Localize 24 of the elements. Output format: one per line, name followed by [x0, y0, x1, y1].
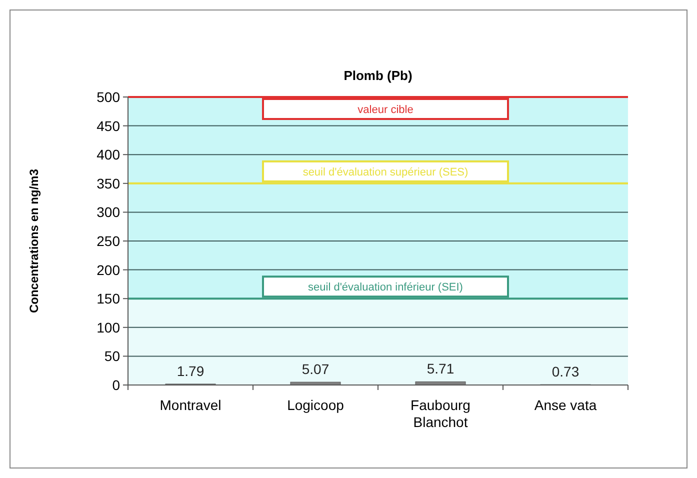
y-tick-label: 100 [96, 319, 120, 336]
x-tick-label: Montravel [160, 397, 222, 413]
y-tick-label: 300 [96, 204, 120, 220]
y-tick-label: 400 [96, 146, 120, 163]
ref-line-label: seuil d'évaluation supérieur (SES) [302, 166, 468, 178]
ref-line-label: valeur cible [358, 104, 414, 116]
y-tick-label: 0 [112, 377, 120, 393]
ref-line-label: seuil d'évaluation inférieur (SEI) [308, 282, 463, 294]
data-label: 0.73 [552, 364, 580, 380]
x-tick-label: Anse vata [534, 397, 597, 413]
y-tick-label: 50 [104, 348, 120, 364]
y-tick-label: 450 [96, 118, 120, 134]
data-label: 5.71 [426, 360, 454, 377]
y-tick-label: 500 [96, 89, 120, 105]
x-tick-label: Faubourg Blanchot [410, 397, 470, 430]
y-axis-title: Concentrations en ng/m3 [27, 168, 41, 314]
y-tick-label: 150 [96, 290, 120, 307]
y-tick-label: 250 [96, 233, 120, 249]
x-tick-label: Logicoop [287, 397, 344, 413]
data-label: 1.79 [176, 362, 204, 379]
y-tick-label: 350 [96, 175, 120, 192]
chart-title: Plomb (Pb) [344, 68, 412, 83]
data-label: 5.07 [302, 361, 330, 378]
y-tick-label: 200 [96, 262, 120, 278]
